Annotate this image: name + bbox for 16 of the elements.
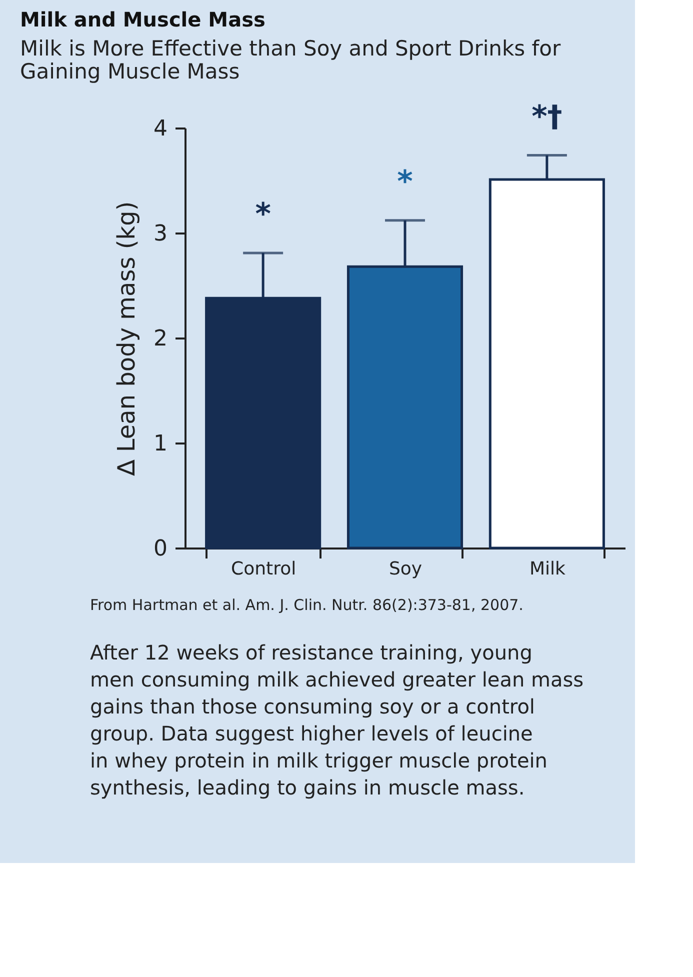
y-tick-label: 1: [154, 432, 168, 456]
annotation: *†: [532, 99, 562, 134]
x-tick-label: Soy: [388, 558, 422, 580]
y-tick-label: 0: [154, 536, 168, 562]
chart-title: Milk and Muscle Mass: [20, 7, 266, 32]
x-tick-label: Milk: [529, 558, 566, 580]
y-axis-title: ∆ Lean body mass (kg): [112, 201, 141, 477]
text: After 12 weeks of resistance training, young men consuming milk achieved greater lean mass gains than those consuming soy or a control group. Data suggest higher levels of leucine in whey protein in milk trigger muscle protein synthesis, leading to gains in muscle mass.: [90, 640, 584, 800]
annotation: *: [397, 164, 414, 200]
y-tick-label: 3: [154, 222, 168, 246]
annotation: *: [255, 196, 272, 232]
y-tick-label: 2: [154, 326, 168, 352]
chart-subtitle: Milk is More Effective than Soy and Sport Drinks for Gaining Muscle Mass: [20, 36, 561, 84]
y-tick-label: 4: [154, 116, 168, 142]
text: From Hartman et al. Am. J. Clin. Nutr. 86(2):373-81, 2007.: [90, 596, 524, 614]
x-tick-label: Control: [231, 558, 296, 580]
